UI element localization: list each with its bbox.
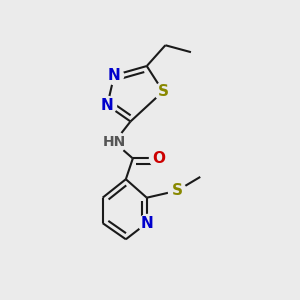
Text: S: S — [172, 183, 182, 198]
Text: N: N — [140, 216, 153, 231]
Text: S: S — [158, 84, 169, 99]
Text: O: O — [152, 151, 165, 166]
Text: N: N — [101, 98, 114, 113]
Text: HN: HN — [103, 135, 126, 149]
Text: N: N — [108, 68, 121, 83]
